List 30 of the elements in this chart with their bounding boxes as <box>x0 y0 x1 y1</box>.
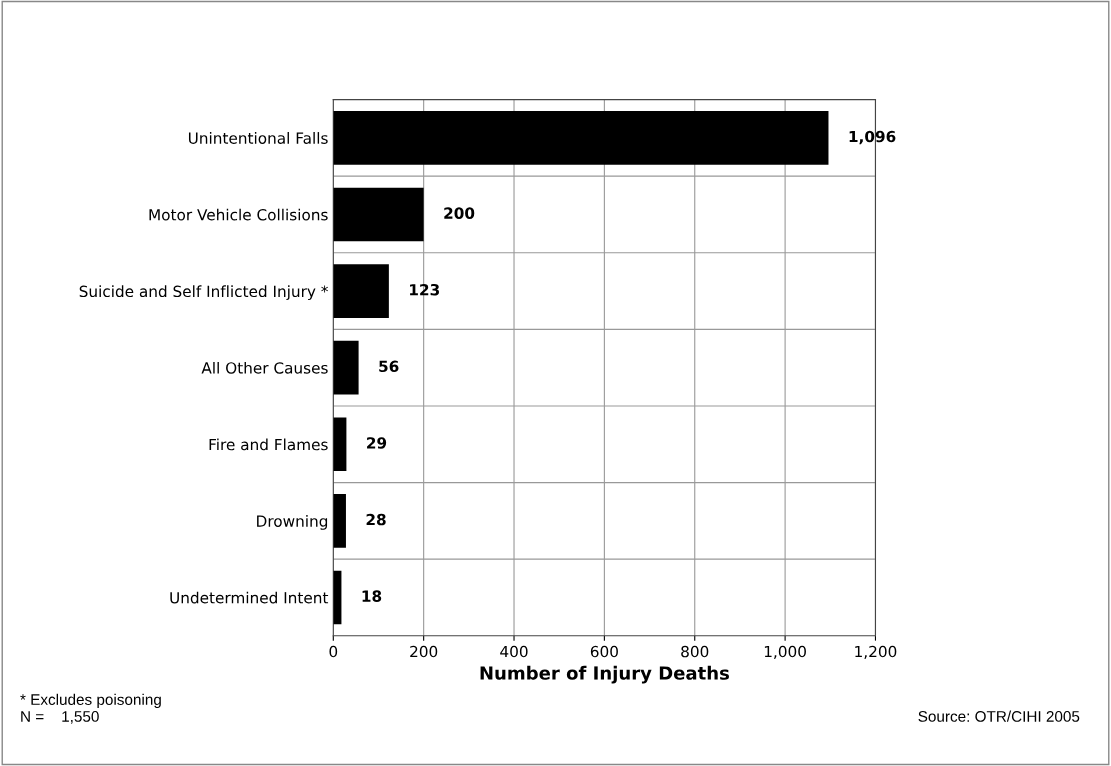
bar <box>333 417 347 472</box>
x-tick-label: 200 <box>410 645 438 658</box>
y-tick-label: Motor Vehicle Collisions <box>149 208 328 221</box>
y-tick-label: Fire and Flames <box>209 438 328 451</box>
data-label: 200 <box>444 207 475 219</box>
text: N = 1,550 <box>21 711 99 724</box>
data-label: 18 <box>362 590 382 602</box>
source-note: Source: OTR/CIHI 2005 <box>918 710 1080 722</box>
data-label: 28 <box>366 513 386 526</box>
x-tick-label: 1,000 <box>764 645 806 659</box>
data-label: 123 <box>410 283 439 296</box>
text: * Excludes poisoning <box>20 693 161 709</box>
bar <box>333 340 359 395</box>
bar <box>333 264 389 318</box>
bar <box>333 187 424 242</box>
y-tick-label: All Other Causes <box>201 361 328 374</box>
y-tick-label: Unintentional Falls <box>188 132 328 144</box>
y-tick-label: Undetermined Intent <box>170 591 329 604</box>
y-tick-label: Suicide and Self Inflicted Injury * <box>79 285 328 301</box>
x-tick-label: 800 <box>681 645 709 658</box>
bar <box>333 111 829 165</box>
y-tick-label: Drowning <box>257 515 328 530</box>
x-tick-label: 0 <box>329 645 338 658</box>
data-label: 56 <box>379 360 399 373</box>
bar <box>333 494 346 548</box>
x-tick-label: 1,200 <box>855 645 897 659</box>
x-axis-title: Number of Injury Deaths <box>480 665 729 684</box>
data-label: 29 <box>367 437 387 449</box>
x-tick-label: 400 <box>500 645 528 658</box>
x-tick-label: 600 <box>590 645 618 658</box>
